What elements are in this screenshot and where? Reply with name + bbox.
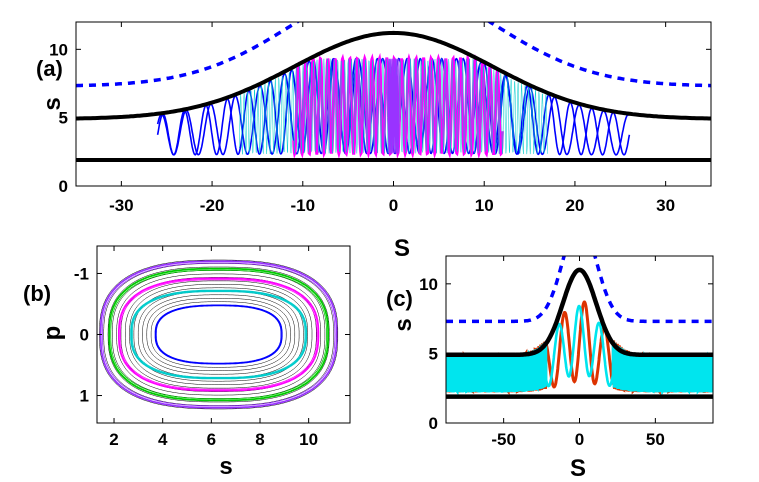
panel-label: (c) [386,286,413,311]
x-tick-label: 20 [565,196,584,215]
x-tick-label: 0 [575,430,584,449]
x-axis-label: s [219,453,232,480]
x-tick-label: -20 [200,196,225,215]
orbit-1 [130,289,308,380]
x-axis-label: S [394,235,410,262]
x-tick-label: 30 [656,196,675,215]
dashed-line [446,256,713,324]
y-tick-label: -1 [74,264,89,283]
panel-b: 2 4 6 8 10 -1 0 1 (b) s p [23,245,351,480]
y-axis-label: s [390,318,417,331]
guide-orbit [103,263,334,406]
orbit-0 [154,304,283,365]
y-tick-label: 0 [80,326,89,345]
panel-c: -50 0 50 0 5 10 (c) Ss [386,255,714,482]
x-tick-label: -50 [491,430,516,449]
y-tick-label: 0 [429,414,438,433]
orbit-0-inner [155,305,282,364]
y-tick-label: 5 [59,109,68,128]
x-tick-label: 10 [475,196,494,215]
orbit-1-inner [131,291,306,378]
guide-orbit [146,298,291,371]
dashed-line [76,22,711,88]
orbit-3-inner [110,269,327,400]
guide-orbit [129,284,308,385]
orbit-4-inner [102,262,336,407]
y-axis-label: p [39,326,66,341]
y-tick-label: 0 [59,177,68,196]
lower-wall [76,30,711,121]
y-axis-label: s [39,97,66,110]
panel-a-area [76,22,711,162]
orbit-2-inner [120,279,318,390]
guide-orbit [125,280,313,389]
lower-wall [446,267,713,358]
y-tick-label: 1 [80,387,89,406]
x-tick-label: -10 [290,196,315,215]
x-tick-label: 0 [389,196,398,215]
guide-orbit [155,304,283,365]
trajectory-3 [387,57,400,155]
guide-orbit [120,277,317,392]
guide-orbit [107,266,330,403]
guide-orbit [150,301,287,368]
y-tick-label: 10 [49,40,68,59]
panel-c-area [446,256,713,399]
orbit-2 [118,277,320,392]
orbit-3 [108,267,330,402]
guide-orbit [142,294,296,375]
x-tick-label: 10 [299,430,318,449]
x-tick-label: 8 [255,430,264,449]
x-tick-label: 4 [158,430,168,449]
x-tick-label: 2 [109,430,118,449]
y-tick-label: 10 [419,275,438,294]
x-axis-label: S [570,455,586,482]
guide-orbit [112,270,326,399]
trajectory-1 [446,304,713,396]
x-tick-label: 50 [646,430,665,449]
x-tick-label: 6 [207,430,216,449]
y-tick-label: 5 [429,344,438,363]
guide-orbit [137,291,300,378]
x-tick-label: -30 [109,196,134,215]
guide-orbit [133,287,304,382]
guide-orbit [116,273,321,396]
panel-label: (a) [36,56,63,81]
panel-label: (b) [23,281,51,306]
